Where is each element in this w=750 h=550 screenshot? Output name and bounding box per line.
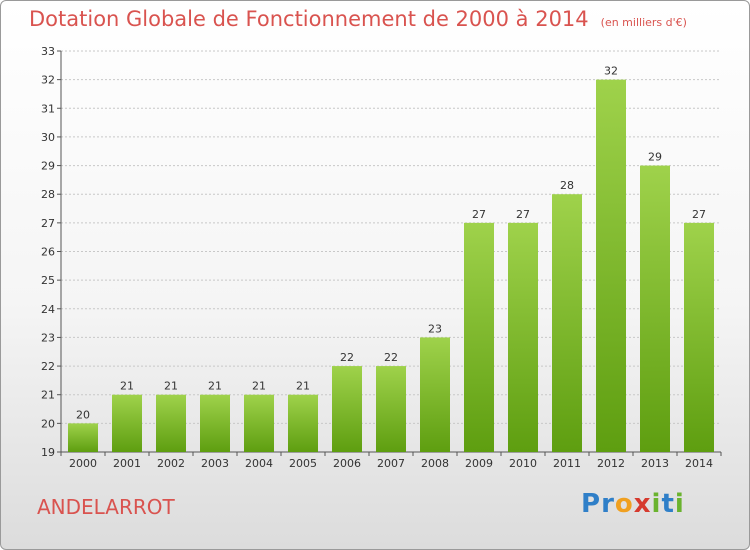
bar (200, 394, 230, 452)
bar-value-label: 27 (516, 208, 530, 221)
y-tick-label: 32 (41, 74, 55, 87)
y-tick-label: 31 (41, 102, 55, 115)
logo-letter: r (601, 489, 615, 519)
x-tick-label: 2004 (245, 457, 273, 470)
bar-value-label: 21 (208, 380, 222, 393)
x-tick-label: 2010 (509, 457, 537, 470)
logo-letter: t (661, 489, 675, 519)
y-tick-label: 33 (41, 45, 55, 58)
bar-value-label: 29 (648, 151, 662, 164)
bar-value-label: 20 (76, 408, 90, 421)
logo-letter: o (614, 489, 634, 519)
bar-value-label: 23 (428, 322, 442, 335)
bar (376, 366, 406, 452)
bar (596, 79, 626, 453)
bar-value-label: 27 (472, 208, 486, 221)
y-tick-label: 27 (41, 217, 55, 230)
bar-value-label: 32 (604, 65, 618, 78)
bar (552, 194, 582, 452)
chart-title: Dotation Globale de Fonctionnement de 20… (29, 7, 687, 31)
y-tick-label: 28 (41, 188, 55, 201)
x-tick-label: 2011 (553, 457, 581, 470)
y-tick-label: 20 (41, 417, 55, 430)
bar-value-label: 21 (120, 380, 134, 393)
x-tick-label: 2008 (421, 457, 449, 470)
commune-name: ANDELARROT (37, 495, 175, 519)
x-tick-label: 2007 (377, 457, 405, 470)
x-tick-label: 2003 (201, 457, 229, 470)
bar (156, 394, 186, 452)
chart-title-text: Dotation Globale de Fonctionnement de 20… (29, 7, 589, 31)
bar (640, 165, 670, 453)
bar (464, 222, 494, 452)
logo-letter: x (633, 489, 652, 519)
bar (420, 337, 450, 452)
y-tick-label: 30 (41, 131, 55, 144)
bar (508, 222, 538, 452)
x-tick-label: 2006 (333, 457, 361, 470)
x-tick-label: 2002 (157, 457, 185, 470)
bar-value-label: 28 (560, 179, 574, 192)
bar-value-label: 21 (296, 380, 310, 393)
bar-value-label: 21 (252, 380, 266, 393)
bar (332, 366, 362, 452)
bar (112, 394, 142, 452)
y-tick-label: 26 (41, 246, 55, 259)
proxiti-logo: Proxiti (581, 489, 685, 519)
bar (68, 423, 98, 452)
y-tick-label: 29 (41, 160, 55, 173)
x-tick-label: 2014 (685, 457, 713, 470)
y-tick-label: 23 (41, 331, 55, 344)
bar-value-label: 22 (384, 351, 398, 364)
logo-letter: i (674, 489, 685, 519)
bar-value-label: 27 (692, 208, 706, 221)
logo-letter: P (581, 489, 602, 519)
y-tick-label: 24 (41, 303, 55, 316)
x-tick-label: 2005 (289, 457, 317, 470)
bar (244, 394, 274, 452)
x-tick-label: 2000 (69, 457, 97, 470)
bar (684, 222, 714, 452)
logo-letter: i (651, 489, 662, 519)
y-tick-label: 25 (41, 274, 55, 287)
x-tick-label: 2012 (597, 457, 625, 470)
x-tick-label: 2009 (465, 457, 493, 470)
bar-value-label: 22 (340, 351, 354, 364)
chart-subtitle: (en milliers d'€) (600, 16, 687, 29)
bar-value-label: 21 (164, 380, 178, 393)
bar (288, 394, 318, 452)
y-tick-label: 22 (41, 360, 55, 373)
x-tick-label: 2001 (113, 457, 141, 470)
y-tick-label: 21 (41, 389, 55, 402)
x-tick-label: 2013 (641, 457, 669, 470)
y-tick-label: 19 (41, 446, 55, 459)
